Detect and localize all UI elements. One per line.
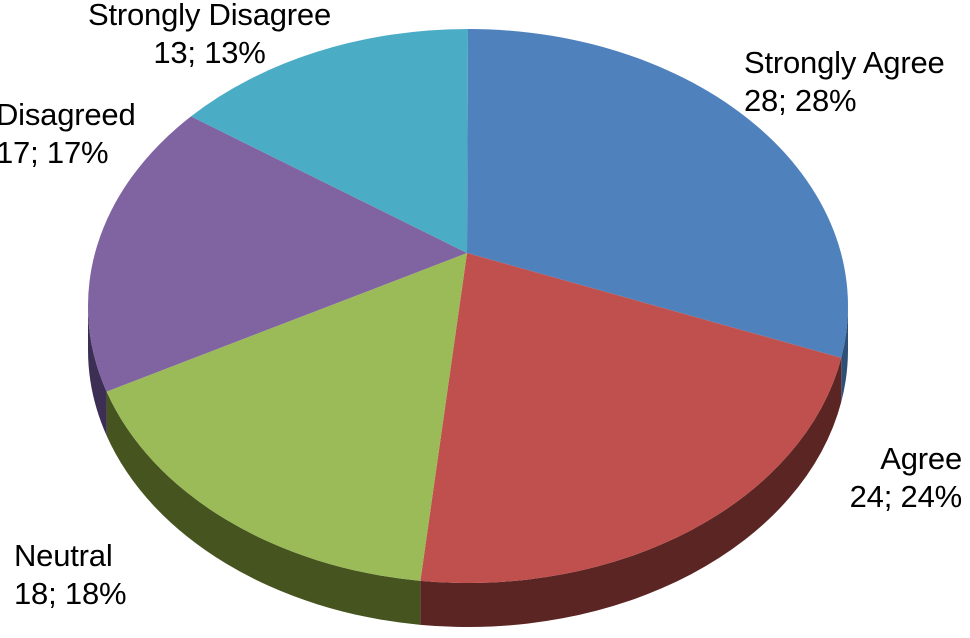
data-label-agree[interactable]: Agree 24; 24% xyxy=(849,440,963,516)
pie-slice-disagreed[interactable] xyxy=(87,116,468,392)
pie-slice-neutral[interactable] xyxy=(106,253,467,581)
data-label-neutral-value: 18; 18% xyxy=(14,576,127,612)
data-label-strongly-disagree-name: Strongly Disagree xyxy=(88,0,331,32)
pie-slice-agree[interactable] xyxy=(420,253,842,584)
data-label-strongly-disagree-value: 13; 13% xyxy=(153,35,266,71)
pie-side-disagreed[interactable] xyxy=(88,306,107,436)
data-label-strongly-agree-value: 28; 28% xyxy=(744,83,857,119)
pie-side-agree[interactable] xyxy=(420,357,842,628)
data-label-agree-value: 24; 24% xyxy=(849,479,963,515)
pie-side-strongly-agree[interactable] xyxy=(841,306,848,402)
data-label-neutral[interactable]: Neutral 18; 18% xyxy=(14,537,127,613)
pie-3d-sides-group xyxy=(88,306,848,628)
data-label-disagreed-name: Disagreed xyxy=(0,97,136,132)
pie-side-neutral[interactable] xyxy=(106,391,421,625)
data-label-disagreed-value: 17; 17% xyxy=(0,135,109,171)
data-label-strongly-disagree[interactable]: Strongly Disagree 13; 13% xyxy=(88,0,331,72)
pie-top-surface-group xyxy=(87,29,848,584)
data-label-neutral-name: Neutral xyxy=(14,538,113,573)
pie-slice-strongly-disagree[interactable] xyxy=(190,29,469,253)
data-label-disagreed[interactable]: Disagreed 17; 17% xyxy=(0,96,136,172)
pie-slice-strongly-agree[interactable] xyxy=(467,29,848,358)
data-label-strongly-agree[interactable]: Strongly Agree 28; 28% xyxy=(744,44,945,120)
data-label-agree-name: Agree xyxy=(880,441,962,476)
data-label-strongly-agree-name: Strongly Agree xyxy=(744,45,945,80)
